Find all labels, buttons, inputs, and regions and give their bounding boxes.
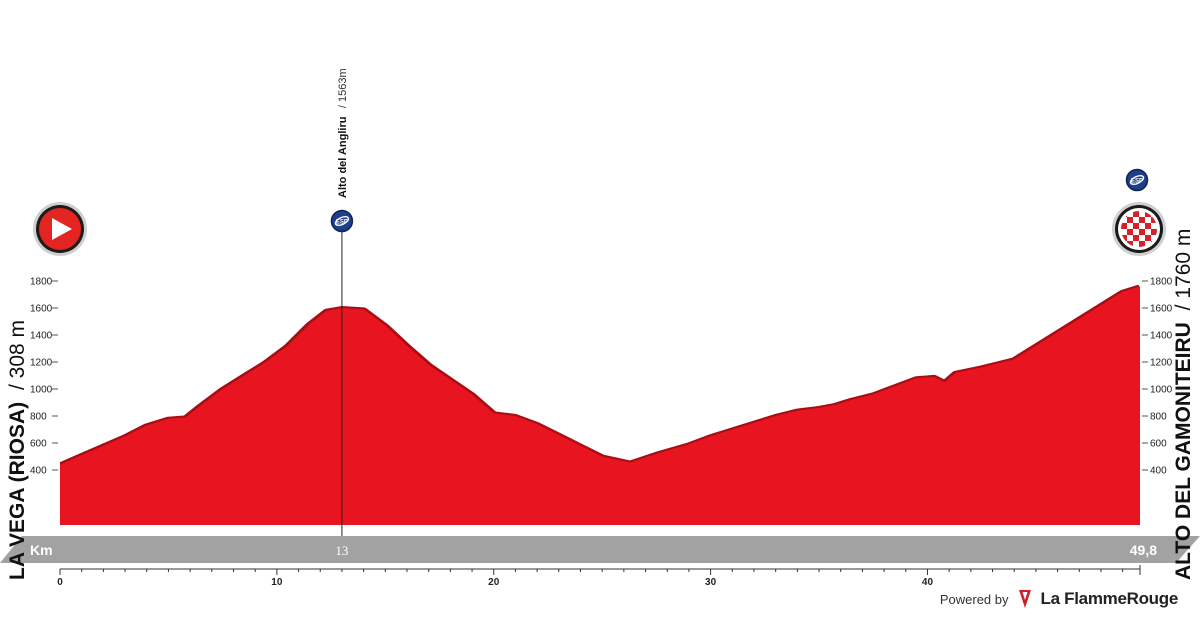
- y-tick-label-right: 1000: [1150, 385, 1173, 396]
- total-distance-label: 49,8: [1130, 542, 1157, 558]
- climb-label: Alto del Angliru / 1563m: [333, 68, 350, 198]
- profile-area: [60, 286, 1140, 525]
- checker-square: [1139, 241, 1145, 247]
- y-tick-label-right: 1600: [1150, 304, 1173, 315]
- checker-square: [1133, 211, 1139, 217]
- start-icon: [33, 202, 87, 256]
- y-tick-label-left: 1200: [30, 358, 53, 369]
- y-tick-label-left: 1000: [30, 385, 53, 396]
- km-tick-label: 20: [488, 577, 500, 588]
- y-axis-left: 400 600 800 1000 1200 1400 1600 1800: [30, 277, 58, 477]
- branding: Powered by La FlammeRouge: [940, 588, 1178, 610]
- finish-badge-text: ESP: [1131, 179, 1143, 185]
- finish-flag-icon: [1112, 202, 1166, 256]
- y-tick-label-left: 1400: [30, 331, 53, 342]
- y-tick-label-left: 400: [30, 466, 47, 477]
- checker-square: [1133, 223, 1139, 229]
- checker-square: [1127, 217, 1133, 223]
- y-axis-right: 400 600 800 1000 1200 1400 1600 1800: [1142, 277, 1173, 477]
- km-tick-label: 0: [57, 577, 63, 588]
- flame-logo-icon: [1018, 590, 1031, 608]
- elevation-profile: [60, 284, 1140, 525]
- climb-altitude: / 1563m: [337, 68, 349, 108]
- distance-band: [0, 536, 1200, 563]
- y-tick-label-left: 1800: [30, 277, 53, 288]
- climb-badge-text: ESP: [336, 220, 348, 226]
- brand-name: La FlammeRouge: [1040, 589, 1179, 608]
- checker-square: [1121, 235, 1127, 241]
- finish-altitude: / 1760 m: [1172, 229, 1195, 311]
- finish-name: ALTO DEL GAMONITEIRU: [1172, 322, 1195, 580]
- checker-square: [1139, 229, 1145, 235]
- checker-square: [1145, 211, 1151, 217]
- checker-square: [1145, 235, 1151, 241]
- checker-square: [1151, 229, 1157, 235]
- km-tick-label: 30: [705, 577, 717, 588]
- finish-title: ALTO DEL GAMONITEIRU / 1760 m: [1172, 229, 1195, 580]
- climb-category-icon: ESP: [330, 209, 354, 233]
- checker-square: [1145, 223, 1151, 229]
- km-tick-label: 40: [922, 577, 934, 588]
- y-tick-label-right: 1400: [1150, 331, 1173, 342]
- km-scale: 0 10 20 30 40: [57, 565, 1141, 588]
- powered-by-text: Powered by: [939, 591, 1009, 607]
- checker-square: [1121, 223, 1127, 229]
- start-name: LA VEGA (RIOSA): [6, 402, 29, 580]
- finish-climb-category-icon: ESP: [1125, 168, 1149, 192]
- checker-square: [1127, 229, 1133, 235]
- y-tick-label-left: 800: [30, 412, 47, 423]
- start-altitude: / 308 m: [6, 320, 29, 390]
- climb-name: Alto del Angliru: [337, 117, 349, 198]
- y-tick-label-right: 1800: [1150, 277, 1173, 288]
- checker-square: [1151, 217, 1157, 223]
- checker-square: [1139, 217, 1145, 223]
- km-tick-label: 10: [271, 577, 283, 588]
- y-tick-label-right: 1200: [1150, 358, 1173, 369]
- checker-square: [1133, 235, 1139, 241]
- y-tick-label-left: 1600: [30, 304, 53, 315]
- y-tick-label-right: 800: [1150, 412, 1167, 423]
- checker-square: [1127, 241, 1133, 247]
- start-title: LA VEGA (RIOSA) / 308 m: [6, 320, 29, 580]
- climb-km-label: 13: [335, 543, 348, 558]
- y-tick-label-left: 600: [30, 439, 47, 450]
- y-tick-label-right: 600: [1150, 439, 1167, 450]
- km-unit-label: Km: [30, 542, 53, 558]
- y-tick-label-right: 400: [1150, 466, 1167, 477]
